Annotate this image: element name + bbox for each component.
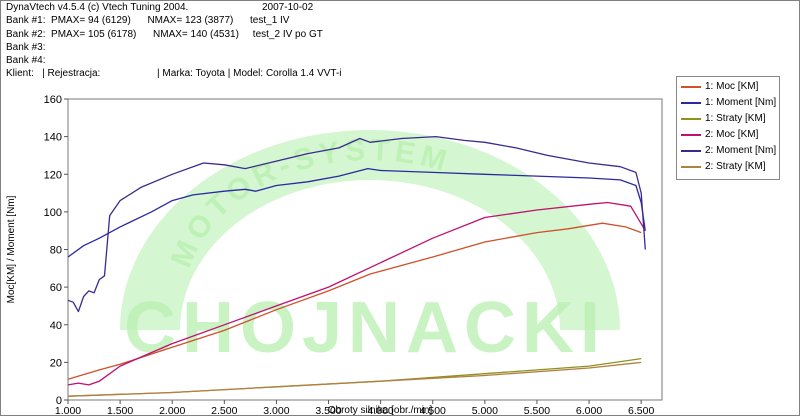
legend-label: 2: Straty [KM] <box>705 161 766 172</box>
legend-label: 2: Moc [KM] <box>705 129 759 140</box>
legend-swatch <box>681 166 701 168</box>
x-tick-label: 2.500 <box>211 405 237 416</box>
legend: 1: Moc [KM] 1: Moment [Nm] 1: Straty [KM] 2… <box>676 76 780 180</box>
app-title: DynaVtech v4.5.4 (c) Vtech Tuning 2004. <box>6 2 189 13</box>
x-tick-label: 3.500 <box>315 405 341 416</box>
y-tick-label: 100 <box>44 207 62 219</box>
x-tick-label: 6.000 <box>576 405 602 416</box>
x-tick-label: 6.500 <box>628 405 654 416</box>
legend-swatch <box>681 150 701 152</box>
series-line-4 <box>67 201 646 386</box>
car-info: | Marka: Toyota | Model: Corolla 1.4 VVT… <box>157 68 342 79</box>
legend-label: 1: Moment [Nm] <box>705 97 777 108</box>
x-tick-label: 5.500 <box>524 405 550 416</box>
series-line-6 <box>67 361 642 397</box>
x-axis-label: Obroty silnika [obr./min] <box>328 405 433 416</box>
legend-label: 1: Moc [KM] <box>705 81 759 92</box>
watermark-word: CHOJNACKI <box>124 288 606 368</box>
y-tick-label: 20 <box>50 357 62 369</box>
bank1-info: Bank #1: PMAX= 94 (6129) NMAX= 123 (3877… <box>6 15 290 26</box>
series-line-2 <box>67 167 646 258</box>
y-tick-label: 160 <box>44 94 62 106</box>
y-axis-label: Moc[KM] / Moment [Nm] <box>6 195 17 303</box>
legend-label: 2: Moment [Nm] <box>705 145 777 156</box>
bank3-info: Bank #3: <box>6 42 46 53</box>
client-info: Klient: | Rejestracja: <box>6 68 101 79</box>
legend-swatch <box>681 86 701 88</box>
x-tick-label: 3.000 <box>263 405 289 416</box>
y-tick-label: 140 <box>44 132 62 144</box>
x-tick-label: 5.000 <box>472 405 498 416</box>
x-tick-label: 1.500 <box>107 405 133 416</box>
y-tick-label: 60 <box>50 282 62 294</box>
y-tick-label: 80 <box>50 245 62 257</box>
y-tick-label: 120 <box>44 169 62 181</box>
legend-swatch <box>681 134 701 136</box>
watermark-arc-text: MOTOR-SYSTEM <box>165 134 455 272</box>
legend-swatch <box>681 102 701 104</box>
legend-label: 1: Straty [KM] <box>705 113 766 124</box>
bank4-info: Bank #4: <box>6 55 46 66</box>
bank2-info: Bank #2: PMAX= 105 (6178) NMAX= 140 (453… <box>6 29 323 40</box>
legend-swatch <box>681 118 701 120</box>
x-tick-label: 1.000 <box>55 405 81 416</box>
series-line-5 <box>67 135 646 313</box>
x-tick-label: 4.000 <box>367 405 393 416</box>
test-date: 2007-10-02 <box>262 2 314 13</box>
x-tick-label: 2.000 <box>159 405 185 416</box>
y-tick-label: 0 <box>56 395 62 407</box>
x-tick-label: 4.500 <box>420 405 446 416</box>
y-tick-label: 40 <box>50 320 62 332</box>
watermark-arc <box>120 130 620 330</box>
